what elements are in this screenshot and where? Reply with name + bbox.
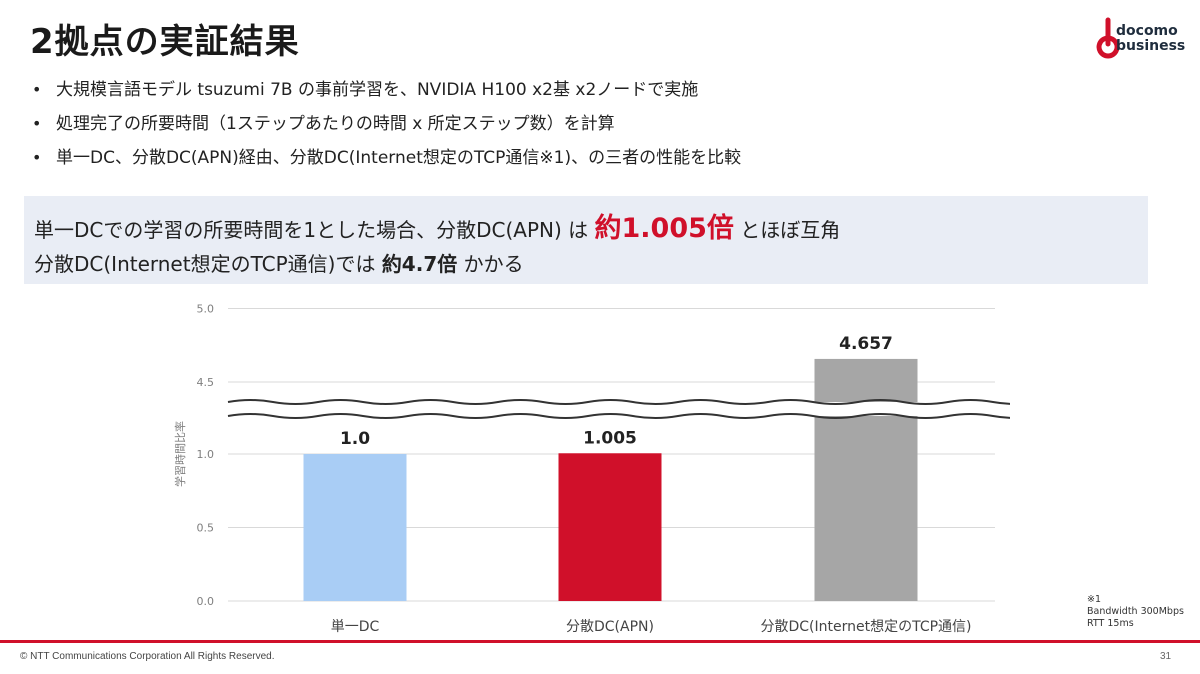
y-tick-label: 5.0 xyxy=(197,303,215,316)
footer-divider xyxy=(0,640,1200,643)
y-tick-label: 0.0 xyxy=(197,595,215,608)
copyright: © NTT Communications Corporation All Rig… xyxy=(20,651,275,662)
footnote: ※1 Bandwidth 300Mbps RTT 15ms xyxy=(1087,594,1184,630)
logo-text-docomo: docomo xyxy=(1116,23,1178,39)
bullet-item: 処理完了の所要時間（1ステップあたりの時間 x 所定ステップ数）を計算 xyxy=(30,110,741,144)
x-category-label: 分散DC(APN) xyxy=(566,619,654,635)
page-number: 31 xyxy=(1160,651,1172,662)
data-label: 1.005 xyxy=(583,428,637,448)
footnote-mark: ※1 xyxy=(1087,594,1102,605)
bar-chart: 0.0 0.5 1.0 4.5 5.0 学習時間比率 1.0 単一DC 1.005 分散DC(AP… xyxy=(173,303,1010,635)
data-label: 4.657 xyxy=(839,334,893,354)
callout-highlight-internet: 約4.7倍 xyxy=(381,252,458,276)
axis-break-band xyxy=(226,402,997,416)
footnote-rtt: RTT 15ms xyxy=(1087,618,1134,629)
data-label: 1.0 xyxy=(340,429,370,449)
logo-text-business: business xyxy=(1116,38,1186,54)
callout-line-2: 分散DC(Internet想定のTCP通信)では 約4.7倍 かかる xyxy=(34,248,524,277)
bar xyxy=(303,454,407,601)
docomo-business-logo-icon xyxy=(1096,17,1120,59)
callout-line-1: 単一DCでの学習の所要時間を1とした場合、分散DC(APN) は 約1.005倍… xyxy=(34,206,840,245)
page-title: 2拠点の実証結果 xyxy=(30,22,300,62)
bullet-item: 大規模言語モデル tsuzumi 7B の事前学習を、NVIDIA H100 x… xyxy=(30,76,741,110)
callout-text: とほぼ互角 xyxy=(733,218,841,242)
callout-highlight-apn: 約1.005倍 xyxy=(594,213,734,244)
y-tick-label: 1.0 xyxy=(197,448,215,461)
callout-text: かかる xyxy=(457,252,524,276)
callout-text: 単一DCでの学習の所要時間を1とした場合、分散DC(APN) は xyxy=(34,218,595,242)
y-tick-label: 4.5 xyxy=(197,376,215,389)
bar xyxy=(558,453,662,601)
callout-text: 分散DC(Internet想定のTCP通信)では xyxy=(34,252,382,276)
y-axis-label: 学習時間比率 xyxy=(173,421,187,487)
x-category-label: 分散DC(Internet想定のTCP通信) xyxy=(760,619,971,635)
bar xyxy=(814,358,918,601)
axis-break-line xyxy=(227,399,1010,405)
y-tick-label: 0.5 xyxy=(197,522,215,535)
bullet-list: 大規模言語モデル tsuzumi 7B の事前学習を、NVIDIA H100 x… xyxy=(30,76,741,178)
summary-callout: 単一DCでの学習の所要時間を1とした場合、分散DC(APN) は 約1.005倍… xyxy=(24,196,1148,284)
bullet-item: 単一DC、分散DC(APN)経由、分散DC(Internet想定のTCP通信※1… xyxy=(30,144,741,178)
x-category-label: 単一DC xyxy=(331,619,380,635)
footnote-bandwidth: Bandwidth 300Mbps xyxy=(1087,606,1184,617)
axis-break-line xyxy=(227,413,1010,419)
